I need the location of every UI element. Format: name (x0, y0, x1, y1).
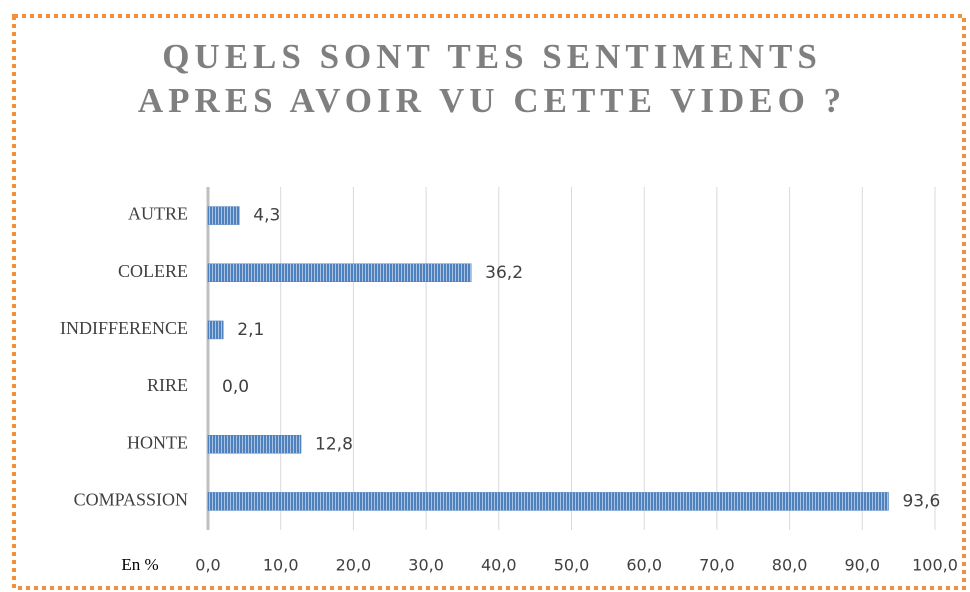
y-tick-label: COLERE (118, 261, 188, 281)
data-label: 36,2 (485, 263, 523, 283)
data-label: 0,0 (222, 377, 249, 397)
data-label: 12,8 (315, 434, 353, 454)
x-tick-label: 50,0 (554, 556, 590, 575)
bar (207, 435, 302, 454)
x-tick-label: 80,0 (772, 556, 808, 575)
data-label: 93,6 (902, 491, 940, 511)
y-tick-label: HONTE (127, 432, 188, 452)
data-label: 2,1 (237, 320, 264, 340)
y-tick-label: AUTRE (128, 204, 188, 224)
y-tick-label: RIRE (147, 375, 188, 395)
chart-title: QUELS SONT TES SENTIMENTS (162, 37, 822, 76)
x-tick-label: 10,0 (263, 556, 299, 575)
x-tick-label: 20,0 (336, 556, 372, 575)
y-tick-label: INDIFFERENCE (60, 318, 188, 338)
bar (207, 320, 224, 340)
bar (207, 492, 889, 511)
frame (12, 14, 966, 590)
chart-title: APRES AVOIR VU CETTE VIDEO ? (138, 81, 846, 120)
x-tick-label: 0,0 (195, 556, 220, 575)
x-tick-label: 70,0 (699, 556, 735, 575)
x-tick-label: 30,0 (408, 556, 444, 575)
x-tick-label: 40,0 (481, 556, 517, 575)
x-axis-label: En % (121, 555, 158, 574)
bar (207, 206, 240, 225)
x-tick-label: 90,0 (844, 556, 880, 575)
bar (207, 263, 472, 282)
y-tick-label: COMPASSION (74, 490, 188, 510)
x-tick-label: 100,0 (912, 556, 958, 575)
x-tick-label: 60,0 (626, 556, 662, 575)
data-label: 4,3 (253, 206, 280, 226)
